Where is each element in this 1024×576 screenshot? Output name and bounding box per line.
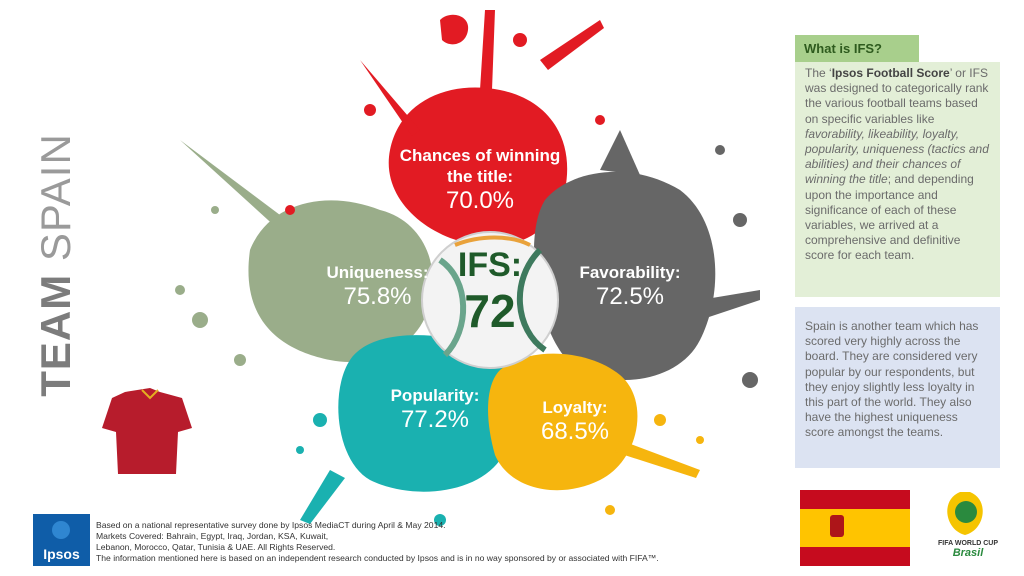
metric-label: Chances of winning the title:: [399, 146, 561, 186]
fifa-line: FIFA WORLD CUP: [937, 540, 998, 547]
metric-value: 77.2%: [400, 406, 470, 433]
metric: Popularity: 77.2%: [375, 385, 495, 434]
metric-label: Popularity:: [390, 386, 480, 405]
splash-yellow: [488, 353, 704, 515]
ipsos-logo-mark: [52, 521, 70, 539]
metric-label: Favorability:: [579, 263, 681, 282]
text-italic: favorability, likeability, loyalty, popu…: [805, 126, 989, 187]
metric: Chances of winning the title: 70.0%: [395, 145, 565, 215]
text-bold: Ipsos Football Score: [831, 66, 950, 80]
footer-line: Markets Covered: Bahrain, Egypt, Iraq, J…: [96, 531, 329, 541]
footer-line: Lebanon, Morocco, Qatar, Tunisia & UAE. …: [96, 542, 336, 552]
metric-value: 68.5%: [540, 418, 610, 445]
sidebar-heading: What is IFS?: [795, 35, 919, 62]
footer-line: Based on a national representative surve…: [96, 520, 446, 530]
ipsos-logo-text: Ipsos: [43, 546, 80, 562]
metric-value: 75.8%: [343, 283, 412, 310]
ifs-score: 72: [464, 285, 516, 337]
metric: Uniqueness: 75.8%: [315, 262, 440, 311]
spain-flag: [800, 490, 910, 566]
metric: Favorability: 72.5%: [565, 262, 695, 311]
metric-label: Loyalty:: [542, 398, 608, 417]
jersey: [102, 388, 192, 474]
fifa-logo-text: FIFA WORLD CUP Brasil: [928, 540, 1008, 559]
ifs-label: IFS:: [457, 246, 523, 284]
footer: Based on a national representative surve…: [96, 520, 659, 564]
metric: Loyalty: 68.5%: [525, 397, 625, 446]
metric-value: 70.0%: [445, 187, 515, 214]
text: The ‘: [805, 66, 832, 80]
text: ; and depending upon the importance and …: [805, 172, 974, 263]
splash-grey: [533, 130, 760, 388]
title-bold: TEAM: [32, 273, 79, 397]
football: [421, 231, 559, 369]
splash-green: [175, 140, 433, 366]
footer-line: The information mentioned here is based …: [96, 553, 659, 563]
definition-box: The ‘Ipsos Football Score’ or IFS was de…: [795, 62, 1000, 297]
summary-box: Spain is another team which has scored v…: [795, 307, 1000, 468]
fifa-logo: [947, 492, 983, 535]
splash-teal: [296, 335, 516, 526]
splash-red: [285, 10, 605, 246]
title-light: SPAIN: [32, 133, 79, 262]
metric-value: 72.5%: [595, 283, 665, 310]
ifs-block: IFS: 72: [440, 245, 540, 337]
text: ’ or IFS was designed to categorically r…: [805, 66, 989, 126]
metric-label: Uniqueness:: [326, 263, 429, 282]
fifa-line: Brasil: [952, 547, 984, 559]
team-title: TEAM SPAIN: [32, 133, 80, 397]
